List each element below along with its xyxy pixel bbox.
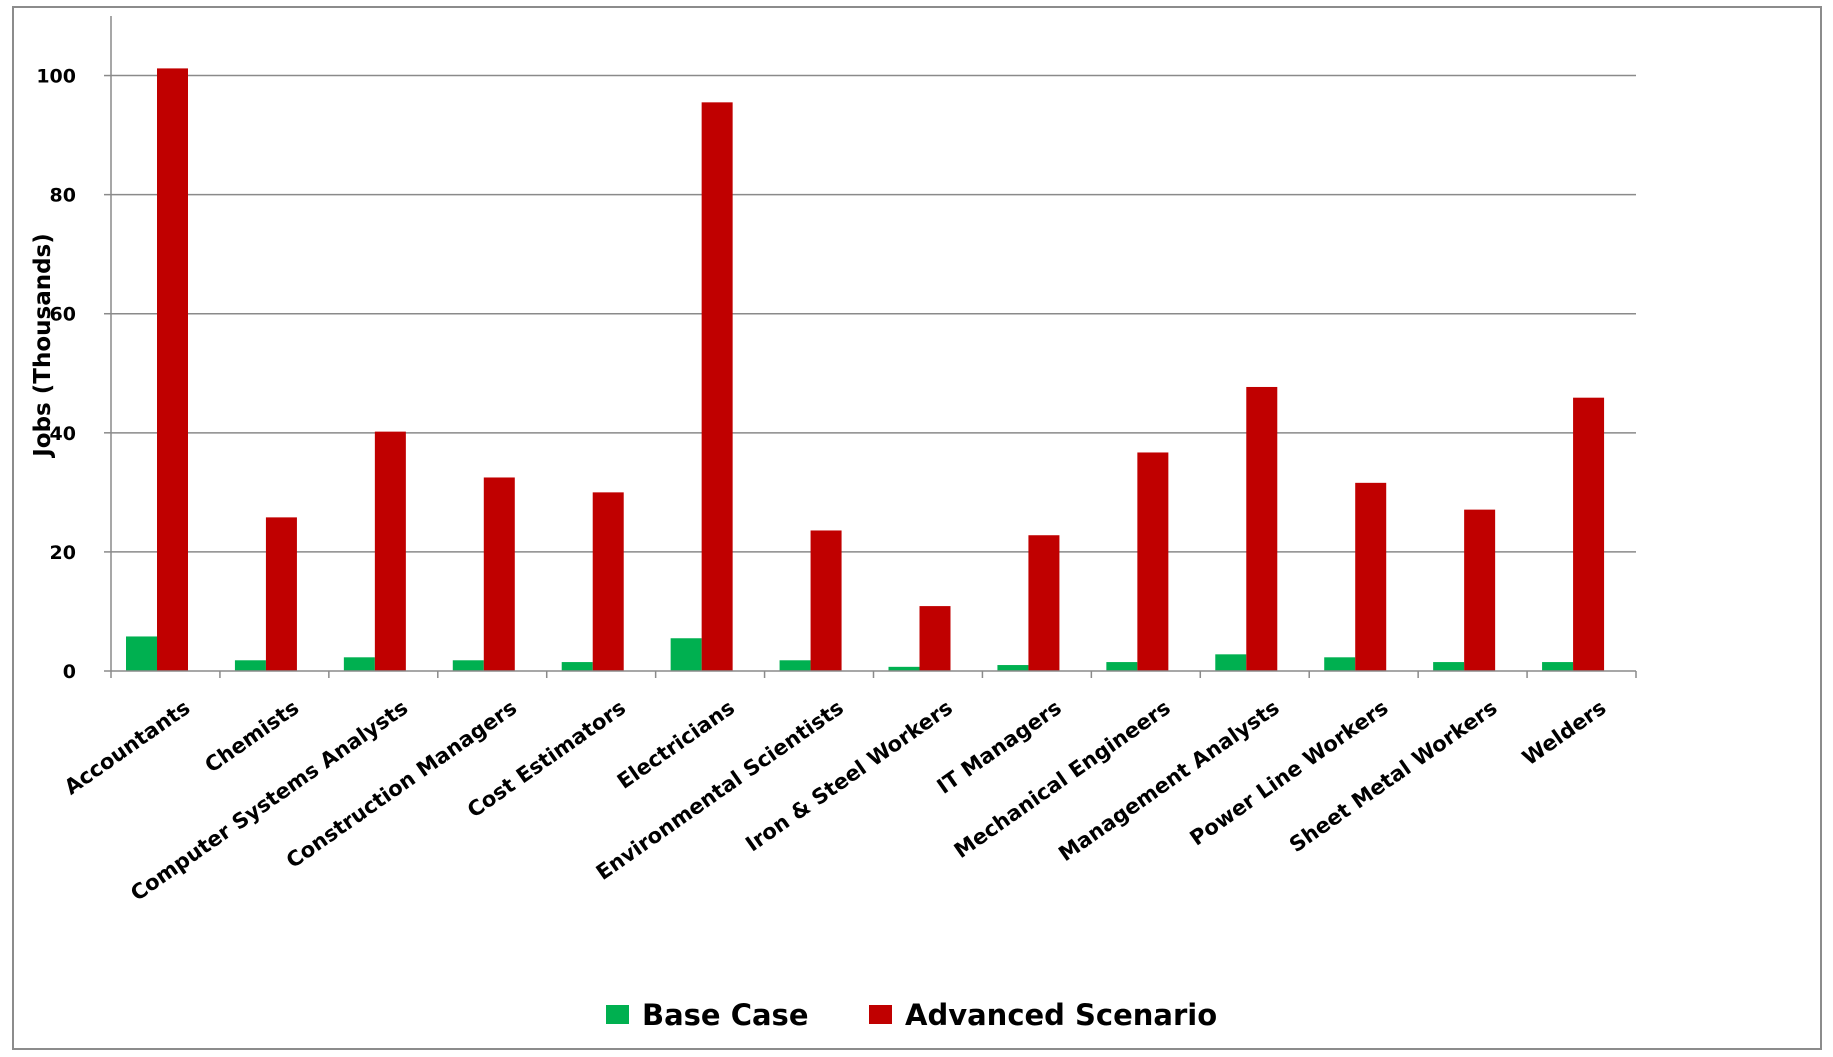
x-tick-label: Power Line Workers (1186, 695, 1393, 850)
gridlines (111, 74, 1636, 553)
bar-base-case (779, 660, 811, 671)
bar-base-case (343, 657, 375, 671)
bar-advanced-scenario (592, 492, 624, 671)
y-tick-label: 60 (50, 304, 76, 326)
x-tick-label: Welders (1518, 695, 1610, 770)
bar-advanced-scenario (1137, 452, 1169, 671)
y-tick-label: 80 (50, 185, 76, 207)
bar-base-case (234, 660, 266, 671)
x-tick-label: Iron & Steel Workers (741, 695, 957, 856)
bar-advanced-scenario (1246, 386, 1278, 671)
bar-base-case (997, 665, 1029, 671)
bar-advanced-scenario (701, 102, 733, 671)
legend: Base Case Advanced Scenario (606, 998, 1217, 1032)
bar-base-case (1542, 662, 1574, 671)
bar-advanced-scenario (810, 530, 842, 671)
bar-base-case (126, 636, 157, 671)
legend-label: Base Case (642, 998, 808, 1032)
bar-advanced-scenario (265, 517, 297, 671)
bar-advanced-scenario (483, 477, 515, 671)
bar-advanced-scenario (919, 606, 951, 671)
bar-advanced-scenario (374, 431, 406, 671)
bars (126, 68, 1605, 671)
legend-label: Advanced Scenario (905, 998, 1217, 1032)
bar-advanced-scenario (1355, 482, 1387, 671)
bar-base-case (1433, 662, 1465, 671)
bar-advanced-scenario (157, 68, 188, 671)
y-tick-label: 0 (63, 661, 76, 683)
bar-advanced-scenario (1573, 397, 1605, 671)
y-tick-labels: 0 20 40 60 80 100 (36, 66, 76, 683)
bar-base-case (561, 662, 593, 671)
y-tick-label: 40 (50, 423, 76, 445)
x-tick-label: Management Analysts (1054, 695, 1283, 866)
bar-base-case (888, 666, 920, 671)
y-tick-label: 100 (36, 66, 76, 88)
bar-advanced-scenario (1464, 509, 1496, 671)
bar-base-case (670, 638, 702, 671)
x-tick-label: Chemists (200, 695, 303, 777)
legend-swatch (869, 1005, 892, 1024)
bar-base-case (1324, 657, 1356, 671)
bar-base-case (452, 660, 484, 671)
x-tick-label: Mechanical Engineers (950, 695, 1175, 863)
y-axis-title: Jobs (Thousands) (30, 233, 56, 459)
bar-base-case (1106, 662, 1138, 671)
x-tick-label: Sheet Metal Workers (1285, 695, 1501, 857)
legend-swatch (606, 1005, 629, 1024)
x-tick-label: Accountants (60, 695, 194, 799)
y-tick-label: 20 (50, 542, 76, 564)
axes (104, 16, 1637, 678)
bar-advanced-scenario (1028, 535, 1060, 671)
bar-base-case (1215, 654, 1247, 671)
chart-frame (12, 6, 1822, 1050)
